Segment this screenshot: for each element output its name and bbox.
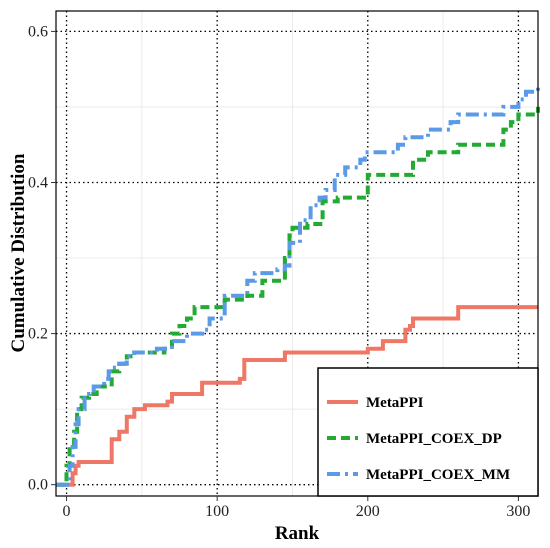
x-axis-title: Rank [275,523,320,544]
series-line-metappi-coex-mm [56,84,540,487]
y-tick-label: 0.6 [28,23,48,40]
legend: MetaPPI MetaPPI_COEX_DP MetaPPI_COEX_MM [317,367,539,497]
y-tick-label: 0.2 [28,326,48,343]
x-tick-label: 200 [356,503,380,520]
x-tick-label: 0 [63,503,71,520]
y-axis-title: Cumulative Distribution [8,153,29,352]
x-tick-label: 300 [506,503,530,520]
series-line-metappi [56,305,538,487]
legend-label-metappi: MetaPPI [366,395,424,411]
legend-label-metappi-coex-dp: MetaPPI_COEX_DP [366,431,502,447]
x-tick-label: 100 [205,503,229,520]
series-layer [56,84,540,487]
legend-label-metappi-coex-mm: MetaPPI_COEX_MM [366,467,510,483]
series-line-metappi-coex-dp [56,106,540,487]
y-tick-label: 0.0 [28,477,48,494]
x-axis-ticks: 0 100 200 300 [63,496,530,520]
y-tick-label: 0.4 [28,174,48,191]
plot-frame [55,10,539,497]
y-axis-ticks: 0.0 0.2 0.4 0.6 [28,23,56,494]
